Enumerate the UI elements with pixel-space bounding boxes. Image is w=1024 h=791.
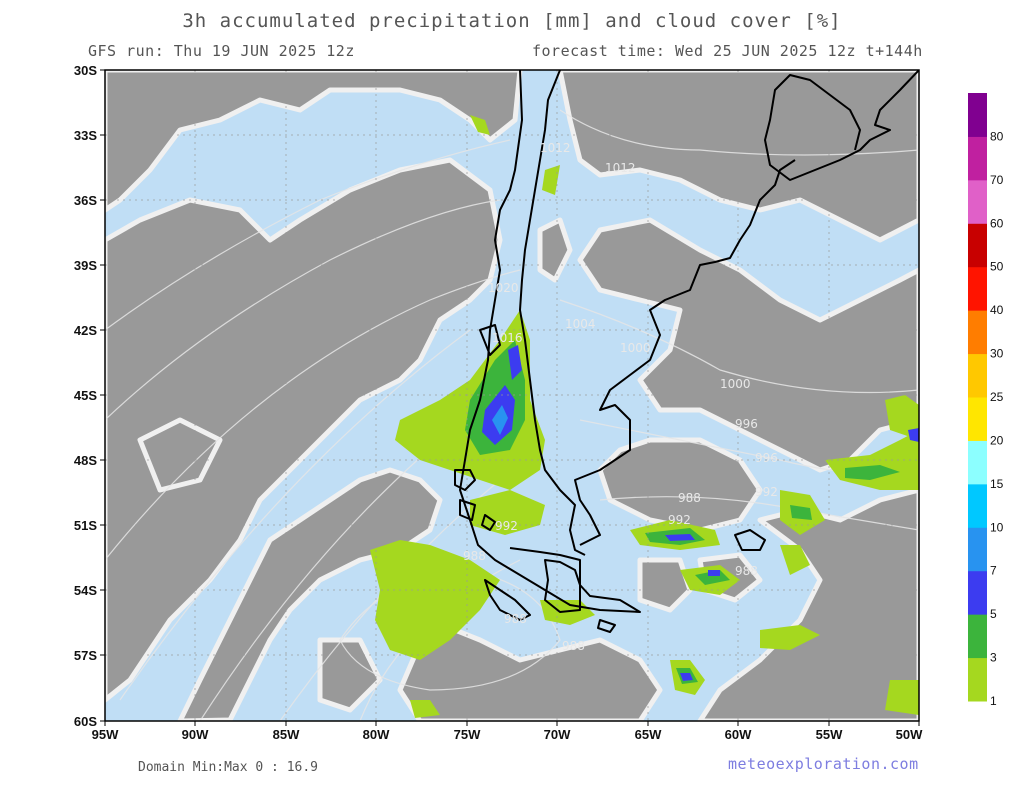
- colorbar-label: 10: [990, 520, 1004, 534]
- axis-ticks: [100, 69, 920, 726]
- colorbar-swatch: [968, 483, 987, 528]
- colorbar-swatch: [968, 657, 987, 702]
- map-field: 1012 1012 1020 1016 1004 1000 1000 996 9…: [105, 70, 919, 721]
- isobar-label: 1012: [605, 161, 636, 175]
- lon-label: 85W: [273, 727, 300, 742]
- lon-label: 60W: [725, 727, 752, 742]
- forecast-time-label: forecast time: Wed 25 JUN 2025 12z t+144…: [532, 42, 923, 60]
- isobar-label: 1000: [620, 341, 651, 355]
- isobar-label: 1020: [488, 281, 519, 295]
- colorbar-label: 25: [990, 390, 1004, 404]
- colorbar-label: 80: [990, 129, 1004, 143]
- latitude-labels: 30S 33S 36S 39S 42S 45S 48S 51S 54S 57S …: [74, 63, 97, 729]
- isobar-label: 1004: [565, 317, 596, 331]
- isobar-label: 1012: [540, 141, 571, 155]
- graticule: [105, 70, 919, 721]
- lon-label: 80W: [363, 727, 390, 742]
- isobar-label: 988: [678, 491, 701, 505]
- isobar-label: 988: [463, 549, 486, 563]
- isobar-label: 1016: [492, 331, 523, 345]
- isobar-label: 988: [735, 564, 758, 578]
- colorbar-label: 60: [990, 216, 1004, 230]
- isobar-label: 992: [755, 485, 778, 499]
- colorbar-label: 15: [990, 477, 1004, 491]
- colorbar-label: 30: [990, 347, 1004, 361]
- colorbar-swatch: [968, 614, 987, 659]
- colorbar-legend: 1 3 5 7 10 15 20 25 30 40 50 60 70 80: [968, 93, 1004, 708]
- colorbar-label: 5: [990, 607, 997, 621]
- lon-label: 65W: [635, 727, 662, 742]
- colorbar-swatch: [968, 179, 987, 224]
- lat-label: 39S: [74, 258, 97, 273]
- lon-label: 75W: [454, 727, 481, 742]
- brand-link[interactable]: meteoexploration.com: [728, 755, 919, 773]
- longitude-labels: 95W 90W 85W 80W 75W 70W 65W 60W 55W 50W: [92, 727, 923, 742]
- lon-label: 55W: [816, 727, 843, 742]
- colorbar-swatch: [968, 310, 987, 355]
- isobar-label: 988: [504, 612, 527, 626]
- lat-label: 60S: [74, 714, 97, 729]
- colorbar-swatch: [968, 266, 987, 311]
- lat-label: 54S: [74, 583, 97, 598]
- lat-label: 33S: [74, 128, 97, 143]
- colorbar-swatch: [968, 93, 987, 137]
- chart-title: 3h accumulated precipitation [mm] and cl…: [182, 10, 842, 32]
- isobar-label: 988: [562, 639, 585, 653]
- isobar-labels: 1012 1012 1020 1016 1004 1000 1000 996 9…: [463, 141, 778, 653]
- colorbar-swatch: [968, 353, 987, 398]
- isobar-label: 992: [495, 519, 518, 533]
- colorbar-label: 50: [990, 260, 1004, 274]
- colorbar-label: 40: [990, 303, 1004, 317]
- colorbar-label: 3: [990, 651, 997, 665]
- lon-label: 70W: [544, 727, 571, 742]
- lat-label: 30S: [74, 63, 97, 78]
- colorbar-label: 7: [990, 564, 997, 578]
- lat-label: 36S: [74, 193, 97, 208]
- colorbar-swatch: [968, 223, 987, 268]
- colorbar-label: 1: [990, 694, 997, 708]
- isobar-label: 1000: [720, 377, 751, 391]
- isobar-label: 996: [735, 417, 758, 431]
- colorbar-swatch: [968, 570, 987, 615]
- colorbar-swatch: [968, 440, 987, 485]
- lon-label: 90W: [182, 727, 209, 742]
- colorbar-label: 20: [990, 433, 1004, 447]
- isobar-label: 996: [755, 451, 778, 465]
- colorbar-swatch: [968, 136, 987, 181]
- domain-minmax: Domain Min:Max 0 : 16.9: [138, 760, 319, 775]
- lat-label: 57S: [74, 648, 97, 663]
- lat-label: 51S: [74, 518, 97, 533]
- colorbar-label: 70: [990, 173, 1004, 187]
- coastlines: [454, 70, 919, 633]
- lon-label: 50W: [896, 727, 923, 742]
- lat-label: 48S: [74, 453, 97, 468]
- colorbar-swatch: [968, 527, 987, 572]
- lat-label: 45S: [74, 388, 97, 403]
- lat-label: 42S: [74, 323, 97, 338]
- lon-label: 95W: [92, 727, 119, 742]
- isobar-label: 992: [668, 513, 691, 527]
- gfs-run-label: GFS run: Thu 19 JUN 2025 12z: [88, 42, 355, 60]
- colorbar-swatch: [968, 397, 987, 441]
